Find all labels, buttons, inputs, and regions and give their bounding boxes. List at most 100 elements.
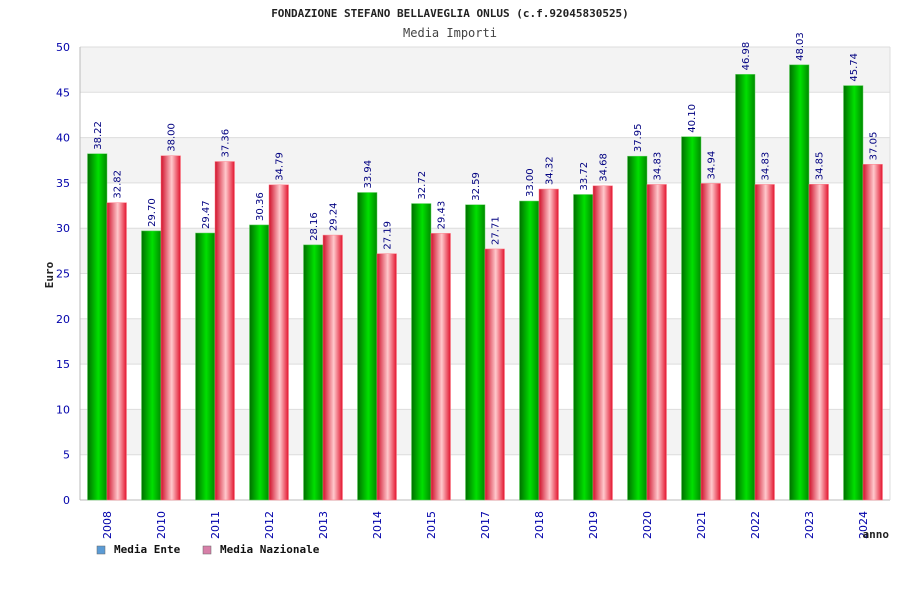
bar-media-ente-2020 xyxy=(627,155,648,501)
value-label: 40.10 xyxy=(687,104,698,133)
x-tick-label: 2022 xyxy=(749,511,762,539)
value-label: 29.24 xyxy=(329,202,340,231)
value-label: 33.94 xyxy=(363,160,374,189)
y-tick-label: 15 xyxy=(56,358,70,371)
value-label: 48.03 xyxy=(795,32,806,61)
x-tick-label: 2023 xyxy=(803,511,816,539)
bar-media-nazionale-2008 xyxy=(106,202,127,501)
chart-subtitle: Media Importi xyxy=(403,26,497,40)
bar-media-ente-2013 xyxy=(303,244,324,501)
x-tick-label: 2018 xyxy=(533,511,546,539)
bar-media-nazionale-2014 xyxy=(376,253,397,501)
y-tick-label: 0 xyxy=(63,494,70,507)
x-tick-label: 2011 xyxy=(209,511,222,539)
bar-media-ente-2022 xyxy=(735,74,756,501)
value-label: 38.00 xyxy=(167,123,178,152)
value-label: 34.94 xyxy=(707,151,718,180)
bar-media-nazionale-2024 xyxy=(862,164,883,501)
bar-media-ente-2014 xyxy=(357,192,378,501)
legend-item-media-ente: Media Ente xyxy=(96,543,181,556)
legend-swatch-media-ente xyxy=(96,545,106,555)
x-tick-label: 2020 xyxy=(641,511,654,539)
bar-media-ente-2008 xyxy=(87,153,108,501)
value-label: 33.72 xyxy=(579,162,590,191)
value-label: 33.00 xyxy=(525,168,536,197)
value-label: 37.05 xyxy=(869,132,880,161)
x-tick-label: 2010 xyxy=(155,511,168,539)
legend-label-media-ente: Media Ente xyxy=(114,543,181,556)
value-label: 45.74 xyxy=(849,53,860,82)
chart-title: FONDAZIONE STEFANO BELLAVEGLIA ONLUS (c.… xyxy=(271,7,629,20)
x-tick-label: 2015 xyxy=(425,511,438,539)
y-axis-label: Euro xyxy=(43,261,56,288)
bar-media-nazionale-2012 xyxy=(268,184,289,501)
bar-media-ente-2018 xyxy=(519,200,540,501)
bar-media-ente-2015 xyxy=(411,203,432,501)
bar-media-ente-2017 xyxy=(465,204,486,501)
value-labels: 38.22 32.82 29.70 38.00 29.47 37.36 30.36 34.79… xyxy=(93,32,880,249)
value-label: 34.32 xyxy=(545,156,556,185)
value-label: 46.98 xyxy=(741,42,752,71)
value-label: 28.16 xyxy=(309,212,320,241)
value-label: 34.68 xyxy=(599,153,610,182)
bar-media-ente-2011 xyxy=(195,232,216,501)
bar-media-nazionale-2015 xyxy=(430,233,451,501)
value-label: 32.72 xyxy=(417,171,428,200)
x-tick-label: 2013 xyxy=(317,511,330,539)
legend-swatch-media-nazionale xyxy=(202,545,212,555)
y-tick-label: 35 xyxy=(56,177,70,190)
value-label: 34.83 xyxy=(653,152,664,181)
x-tick-label: 2012 xyxy=(263,511,276,539)
value-label: 37.36 xyxy=(221,129,232,158)
bar-media-nazionale-2017 xyxy=(484,248,505,501)
value-label: 27.71 xyxy=(491,216,502,245)
bar-media-nazionale-2020 xyxy=(646,184,667,501)
value-label: 34.79 xyxy=(275,152,286,181)
x-tick-label: 2019 xyxy=(587,511,600,539)
bar-media-nazionale-2021 xyxy=(700,183,721,501)
bar-media-ente-2010 xyxy=(141,230,162,501)
legend-label-media-nazionale: Media Nazionale xyxy=(220,543,320,556)
bar-media-ente-2024 xyxy=(843,85,864,501)
value-label: 32.59 xyxy=(471,172,482,201)
x-tick-label: 2008 xyxy=(101,511,114,539)
bar-media-ente-2023 xyxy=(789,64,810,501)
y-tick-label: 30 xyxy=(56,222,70,235)
y-tick-labels: 0 5 10 15 20 25 30 35 40 45 50 xyxy=(56,41,70,507)
bar-media-ente-2012 xyxy=(249,224,270,501)
bar-media-nazionale-2010 xyxy=(160,155,181,501)
value-label: 32.82 xyxy=(113,170,124,199)
bar-media-nazionale-2013 xyxy=(322,234,343,501)
x-tick-label: 2021 xyxy=(695,511,708,539)
grid-band xyxy=(80,47,890,93)
bar-media-ente-2019 xyxy=(573,194,594,501)
x-tick-label: 2014 xyxy=(371,511,384,539)
x-tick-labels: 2008 2010 2011 2012 2013 2014 2015 2017 2018 2019… xyxy=(101,511,870,539)
y-tick-label: 50 xyxy=(56,41,70,54)
value-label: 38.22 xyxy=(93,121,104,150)
grid-band xyxy=(80,92,890,138)
legend: Media Ente Media Nazionale xyxy=(96,543,320,556)
x-tick-label: 2024 xyxy=(857,511,870,539)
y-tick-label: 20 xyxy=(56,313,70,326)
bar-media-nazionale-2019 xyxy=(592,185,613,501)
x-tick-label: 2017 xyxy=(479,511,492,539)
bar-media-ente-2021 xyxy=(681,136,702,501)
bar-media-nazionale-2018 xyxy=(538,188,559,501)
x-axis-label: anno xyxy=(863,528,890,541)
value-label: 30.36 xyxy=(255,192,266,221)
legend-item-media-nazionale: Media Nazionale xyxy=(202,543,320,556)
y-tick-label: 40 xyxy=(56,132,70,145)
y-tick-label: 25 xyxy=(56,268,70,281)
value-label: 37.95 xyxy=(633,124,644,153)
y-tick-label: 10 xyxy=(56,403,70,416)
value-label: 34.83 xyxy=(761,152,772,181)
value-label: 27.19 xyxy=(383,221,394,250)
value-label: 34.85 xyxy=(815,152,826,181)
bar-media-nazionale-2011 xyxy=(214,161,235,501)
bar-media-nazionale-2022 xyxy=(754,184,775,501)
bar-media-nazionale-2023 xyxy=(808,184,829,501)
value-label: 29.47 xyxy=(201,200,212,229)
bars xyxy=(87,64,883,501)
